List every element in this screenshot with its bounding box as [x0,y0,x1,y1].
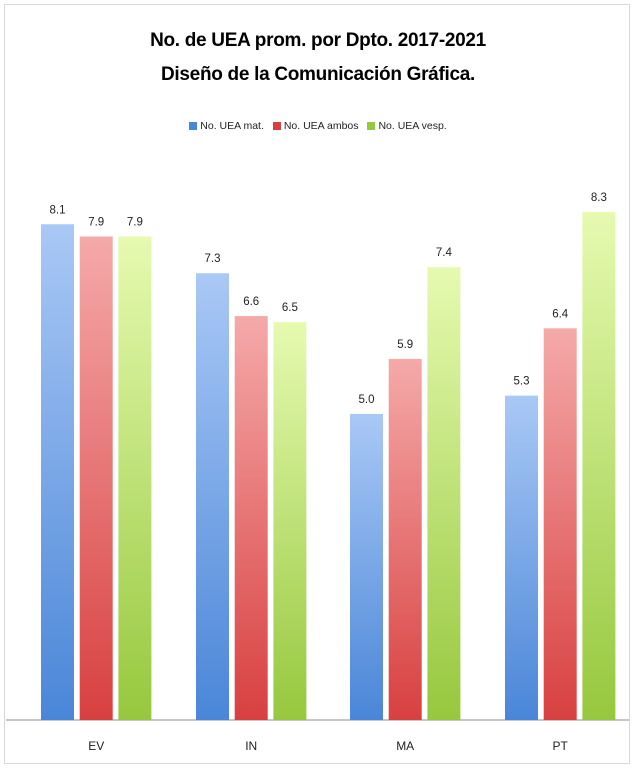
bar-ma-series-1 [388,358,422,720]
bar-pt-series-0 [505,395,538,720]
chart-title-line-2: Diseño de la Comunicación Gráfica. [161,64,475,85]
data-label-pt-series-2: 8.3 [591,192,607,204]
x-tick-label-pt: PT [553,739,569,753]
bar-in-series-0 [196,273,229,720]
bar-ev-series-2 [118,236,152,720]
bar-ma-series-2 [427,267,461,720]
bar-in-series-2 [273,322,307,720]
legend-swatch-vesp [367,122,376,130]
data-label-ev-series-2: 7.9 [127,217,143,229]
chart-title-line-1: No. de UEA prom. por Dpto. 2017-2021 [150,30,486,51]
legend-label-mat: No. UEA mat. [200,120,264,132]
bar-pt-series-2 [582,212,616,721]
data-label-ma-series-2: 7.4 [436,247,453,259]
legend-item-vesp: No. UEA vesp. [367,120,447,132]
data-label-ev-series-0: 8.1 [50,204,66,216]
data-label-in-series-2: 6.5 [282,302,298,314]
chart-legend: No. UEA mat. No. UEA ambos No. UEA vesp. [0,120,636,133]
bar-ma-series-0 [350,414,383,720]
bar-ev-series-0 [41,224,74,720]
legend-swatch-ambos [272,122,281,130]
x-tick-label-ma: MA [396,739,414,753]
legend-label-vesp: No. UEA vesp. [378,120,447,132]
legend-swatch-mat [189,122,198,130]
data-label-ma-series-1: 5.9 [397,339,413,351]
legend-item-mat: No. UEA mat. [189,120,264,132]
x-tick-label-ev: EV [88,739,104,753]
legend-label-ambos: No. UEA ambos [283,120,359,132]
data-label-pt-series-0: 5.3 [514,376,530,388]
data-label-ma-series-0: 5.0 [359,394,375,406]
chart-frame [4,4,630,764]
bar-ev-series-1 [79,236,113,720]
x-tick-label-in: IN [245,739,257,753]
data-label-pt-series-1: 6.4 [552,308,569,320]
bar-pt-series-1 [543,328,577,720]
data-label-in-series-0: 7.3 [205,253,221,265]
legend-item-ambos: No. UEA ambos [272,120,359,132]
bar-in-series-1 [234,316,268,720]
data-label-in-series-1: 6.6 [243,296,259,308]
data-label-ev-series-1: 7.9 [88,217,104,229]
